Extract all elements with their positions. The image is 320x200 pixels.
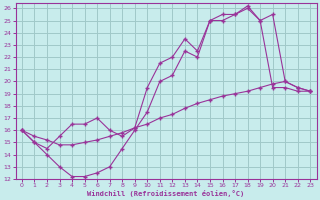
X-axis label: Windchill (Refroidissement éolien,°C): Windchill (Refroidissement éolien,°C) (87, 190, 245, 197)
